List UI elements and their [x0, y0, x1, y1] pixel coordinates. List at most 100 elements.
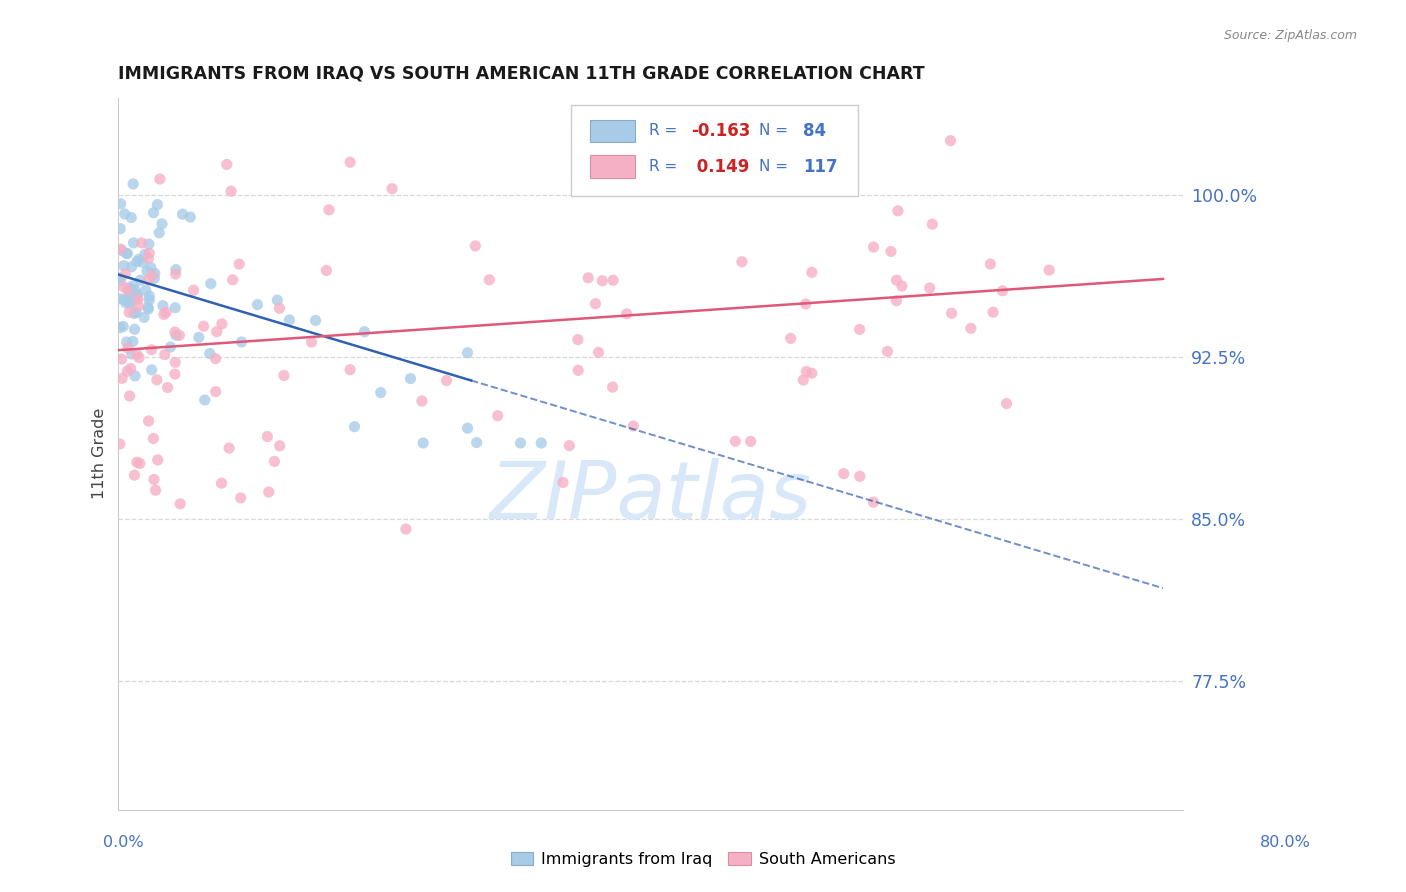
Point — [681, 153, 703, 167]
Point — [163, 367, 186, 381]
Point — [301, 334, 323, 349]
Point — [215, 157, 238, 171]
Point — [121, 260, 143, 274]
Point — [125, 287, 148, 301]
Point — [108, 437, 131, 451]
Point — [876, 344, 898, 359]
Point — [567, 363, 589, 377]
Point — [118, 281, 141, 295]
Point — [127, 292, 149, 306]
Point — [141, 268, 163, 283]
Point — [122, 279, 145, 293]
Point — [591, 274, 613, 288]
Point — [165, 355, 187, 369]
Point — [152, 299, 174, 313]
Point — [125, 305, 148, 319]
Point — [849, 469, 872, 483]
Point — [114, 267, 136, 281]
Point — [165, 328, 187, 343]
Point — [740, 434, 762, 449]
Point — [117, 341, 139, 355]
Point — [110, 274, 132, 288]
Point — [127, 288, 149, 302]
Point — [129, 273, 152, 287]
Point — [128, 457, 150, 471]
Point — [125, 254, 148, 268]
Point — [204, 351, 226, 366]
Point — [138, 237, 160, 252]
Point — [464, 239, 486, 253]
Point — [169, 328, 191, 343]
Point — [486, 409, 509, 423]
Point — [125, 455, 148, 469]
Point — [551, 475, 574, 490]
Text: N =: N = — [759, 159, 793, 174]
Point — [165, 301, 187, 315]
Text: IMMIGRANTS FROM IRAQ VS SOUTH AMERICAN 11TH GRADE CORRELATION CHART: IMMIGRANTS FROM IRAQ VS SOUTH AMERICAN 1… — [118, 64, 925, 82]
Point — [457, 345, 479, 359]
Point — [602, 273, 624, 287]
Point — [134, 247, 156, 261]
Point — [796, 365, 818, 379]
Point — [918, 281, 941, 295]
Point — [148, 226, 170, 240]
Point — [139, 260, 162, 275]
Point — [121, 334, 143, 349]
Point — [125, 292, 148, 306]
Point — [395, 522, 418, 536]
Point — [120, 294, 142, 309]
Point — [339, 155, 361, 169]
FancyBboxPatch shape — [571, 104, 858, 196]
Point — [886, 293, 908, 308]
Point — [117, 283, 139, 297]
Point — [108, 271, 131, 285]
Point — [153, 307, 176, 321]
Point — [110, 242, 132, 256]
Point — [465, 435, 488, 450]
Point — [125, 347, 148, 361]
Point — [115, 334, 138, 349]
Point — [115, 296, 138, 310]
Point — [163, 325, 186, 339]
Point — [131, 255, 153, 269]
Point — [800, 265, 823, 279]
Point — [304, 313, 326, 327]
Point — [219, 184, 242, 198]
Point — [731, 254, 754, 268]
Text: Source: ZipAtlas.com: Source: ZipAtlas.com — [1223, 29, 1357, 42]
Point — [122, 235, 145, 250]
Point — [149, 172, 172, 186]
Point — [187, 330, 209, 344]
Point — [143, 266, 166, 280]
Point — [995, 396, 1018, 410]
Point — [576, 270, 599, 285]
Text: ZIPatlas: ZIPatlas — [489, 458, 811, 535]
Point — [135, 283, 157, 297]
Point — [165, 267, 187, 281]
Point — [204, 384, 226, 399]
Point — [318, 202, 340, 217]
Point — [127, 299, 149, 313]
Point — [111, 244, 134, 258]
Point — [179, 210, 201, 224]
Point — [118, 305, 141, 319]
Point — [112, 293, 135, 307]
Point — [229, 491, 252, 505]
Point — [143, 271, 166, 285]
Point — [370, 385, 392, 400]
Point — [800, 366, 823, 380]
Point — [145, 483, 167, 498]
Point — [231, 334, 253, 349]
Point — [183, 283, 205, 297]
Point — [141, 363, 163, 377]
Point — [266, 293, 288, 308]
Point — [194, 392, 217, 407]
Text: 84: 84 — [803, 122, 827, 140]
Point — [821, 175, 844, 189]
Point — [138, 289, 160, 303]
Point — [141, 343, 163, 357]
Point — [117, 364, 139, 378]
Point — [399, 371, 422, 385]
Point — [198, 346, 221, 360]
Point — [138, 246, 160, 260]
